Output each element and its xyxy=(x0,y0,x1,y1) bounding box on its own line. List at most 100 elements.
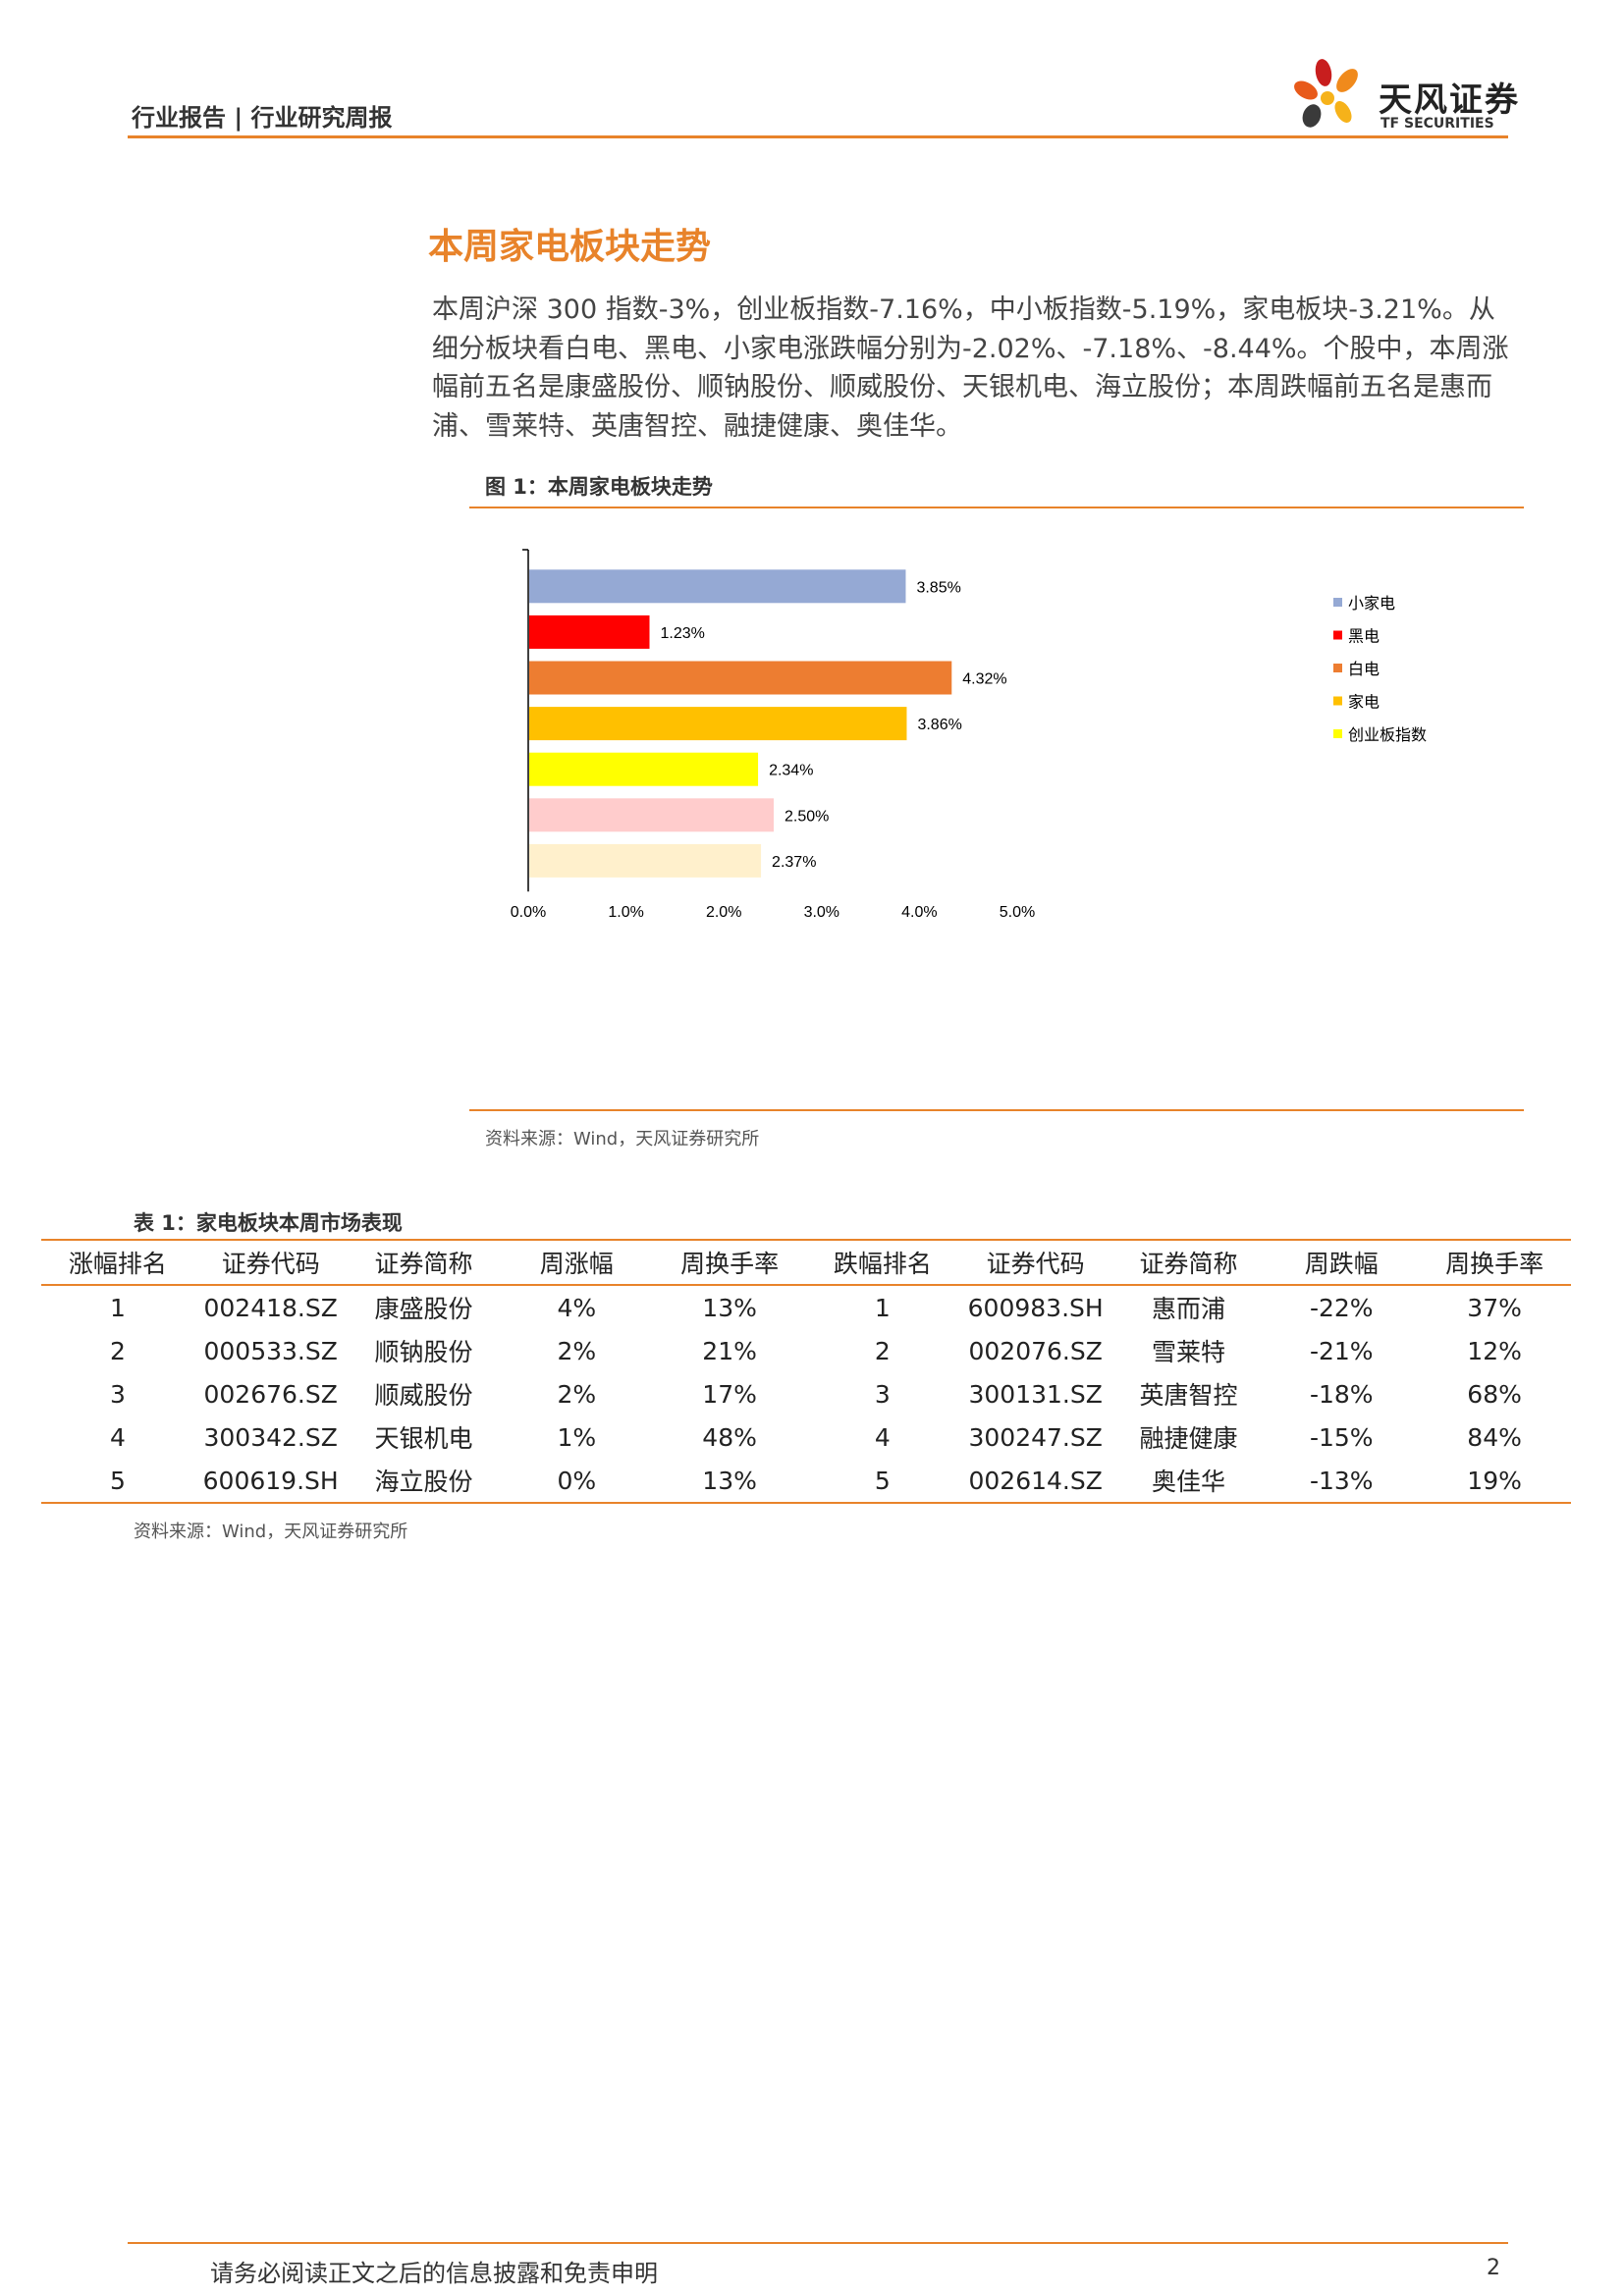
table-cell: 21% xyxy=(702,1336,757,1365)
footer-divider xyxy=(128,2242,1508,2244)
table-cell: 68% xyxy=(1467,1379,1522,1409)
bar xyxy=(529,614,650,649)
figure-top-rule xyxy=(469,507,1524,508)
bar xyxy=(529,798,774,832)
table-cell: 天银机电 xyxy=(374,1424,473,1453)
header-divider xyxy=(128,135,1508,138)
table-cell: 5 xyxy=(41,1459,194,1504)
table-cell: 4 xyxy=(109,1422,126,1452)
bar xyxy=(529,843,762,878)
table-cell: 5 xyxy=(805,1459,959,1504)
table-cell: 600619.SH xyxy=(193,1459,348,1504)
footer-disclaimer: 请务必阅读正文之后的信息披露和免责申明 xyxy=(210,2260,658,2287)
legend-label: 家电 xyxy=(1348,693,1380,712)
table-cell: 2 xyxy=(109,1336,126,1365)
bar xyxy=(529,752,759,786)
x-tick-label: 2.0% xyxy=(706,904,741,921)
table-cell: 19% xyxy=(1418,1459,1571,1504)
bar-data-label: 2.34% xyxy=(769,763,813,779)
table-cell: 13% xyxy=(702,1293,757,1322)
table-cell: 13% xyxy=(653,1459,806,1504)
table-cell: 4% xyxy=(557,1293,597,1322)
table-row: 4 300342.SZ 天银机电 1% 48% 4 300247.SZ 融捷健康 -15% 84% xyxy=(41,1415,1571,1459)
bar-chart: 3.85% 1.23% 4.32% 3.86% 2.34% 2.50% 2.37% 0.0% 1… xyxy=(511,549,1427,921)
table-cell: 300247.SZ xyxy=(968,1422,1103,1452)
table-header-cell: 涨幅排名 xyxy=(41,1239,194,1286)
bar-data-label: 1.23% xyxy=(661,625,705,642)
table-cell: 顺威股份 xyxy=(374,1381,473,1410)
table-cell: -18% xyxy=(1309,1379,1374,1409)
table-cell: 17% xyxy=(702,1379,757,1409)
x-tick-label: 4.0% xyxy=(901,904,937,921)
bar xyxy=(529,707,907,741)
table-cell: 12% xyxy=(1467,1336,1522,1365)
section-title: 本周家电板块走势 xyxy=(428,227,712,267)
table-cell: 002076.SZ xyxy=(968,1336,1103,1365)
bar-data-label: 2.50% xyxy=(785,808,829,825)
table-row: 1 002418.SZ 康盛股份 4% 13% 1 600983.SH 惠而浦 -22% 37% xyxy=(41,1285,1571,1329)
table-row: 3 002676.SZ 顺威股份 2% 17% 3 300131.SZ 英唐智控 -18% 68% xyxy=(41,1372,1571,1415)
logo-text-cn: 天风证券 xyxy=(1379,80,1520,120)
table-header-cell: 周跌幅 xyxy=(1265,1239,1419,1286)
x-tick-label: 5.0% xyxy=(1000,904,1035,921)
table-row: 2 000533.SZ 顺钠股份 2% 21% 2 002076.SZ 雪莱特 -21% 12% xyxy=(41,1329,1571,1372)
bar-data-label: 4.32% xyxy=(962,671,1006,688)
bar-data-label: 3.85% xyxy=(916,579,960,596)
table-cell: 雪莱特 xyxy=(1151,1338,1225,1366)
table-cell: 000533.SZ xyxy=(203,1336,338,1365)
table-body: 1 002418.SZ 康盛股份 4% 13% 1 600983.SH 惠而浦 -22% 37% 2… xyxy=(41,1285,1571,1504)
table-cell: 3 xyxy=(874,1379,891,1409)
table-cell: 002418.SZ xyxy=(203,1293,338,1322)
table-cell: 海立股份 xyxy=(347,1459,501,1504)
x-tick-label: 1.0% xyxy=(608,904,643,921)
table-header-cell: 跌幅排名 xyxy=(805,1239,959,1286)
table-cell: 融捷健康 xyxy=(1139,1424,1238,1453)
table-cell: -21% xyxy=(1309,1336,1374,1365)
table-title: 表 1：家电板块本周市场表现 xyxy=(134,1211,403,1235)
x-tick-label: 0.0% xyxy=(511,904,546,921)
table-cell: 3 xyxy=(109,1379,126,1409)
legend-swatch xyxy=(1333,729,1342,738)
report-type: 行业报告 | 行业研究周报 xyxy=(132,104,393,132)
table-cell: 康盛股份 xyxy=(374,1295,473,1323)
x-tick-label: 3.0% xyxy=(804,904,839,921)
table-header-cell: 周换手率 xyxy=(1418,1239,1571,1286)
table-cell: -15% xyxy=(1309,1422,1374,1452)
table-cell: 37% xyxy=(1467,1293,1522,1322)
table-cell: 300342.SZ xyxy=(203,1422,338,1452)
table-source: 资料来源：Wind，天风证券研究所 xyxy=(134,1522,408,1542)
table-cell: 4 xyxy=(874,1422,891,1452)
table-cell: 002614.SZ xyxy=(958,1459,1112,1504)
legend-swatch xyxy=(1333,664,1342,672)
table-cell: 84% xyxy=(1467,1422,1522,1452)
legend-label: 白电 xyxy=(1348,660,1380,678)
legend-label: 黑电 xyxy=(1348,627,1380,646)
table-row: 5 600619.SH 海立股份 0% 13% 5 002614.SZ 奥佳华 -13% 19% xyxy=(41,1459,1571,1504)
bar-data-label: 2.37% xyxy=(772,854,816,871)
table-cell: 奥佳华 xyxy=(1111,1459,1266,1504)
table-cell: 002676.SZ xyxy=(203,1379,338,1409)
table-cell: 1% xyxy=(557,1422,597,1452)
tf-securities-logo xyxy=(1294,59,1358,128)
bar xyxy=(529,569,906,604)
table-cell: 600983.SH xyxy=(967,1293,1104,1322)
table-cell: 惠而浦 xyxy=(1151,1295,1225,1323)
table-cell: -13% xyxy=(1265,1459,1419,1504)
legend-swatch xyxy=(1333,598,1342,607)
legend-label: 小家电 xyxy=(1348,594,1395,613)
bar-data-label: 3.86% xyxy=(917,717,961,733)
table-cell: 2% xyxy=(557,1379,597,1409)
table-header-cell: 证券代码 xyxy=(193,1239,348,1286)
table-header-cell: 证券简称 xyxy=(347,1239,501,1286)
table-cell: -22% xyxy=(1309,1293,1374,1322)
bar xyxy=(529,661,952,695)
summary-paragraph: 本周沪深 300 指数-3%，创业板指数-7.16%，中小板指数-5.19%，家… xyxy=(432,294,1509,442)
table-header-cell: 证券简称 xyxy=(1111,1239,1266,1286)
table-cell: 48% xyxy=(702,1422,757,1452)
flower-icon xyxy=(1294,59,1358,128)
legend-swatch xyxy=(1333,630,1342,640)
table-header-cell: 周换手率 xyxy=(653,1239,806,1286)
legend-swatch xyxy=(1333,696,1342,706)
table-cell: 0% xyxy=(500,1459,654,1504)
page-number: 2 xyxy=(1487,2256,1500,2280)
